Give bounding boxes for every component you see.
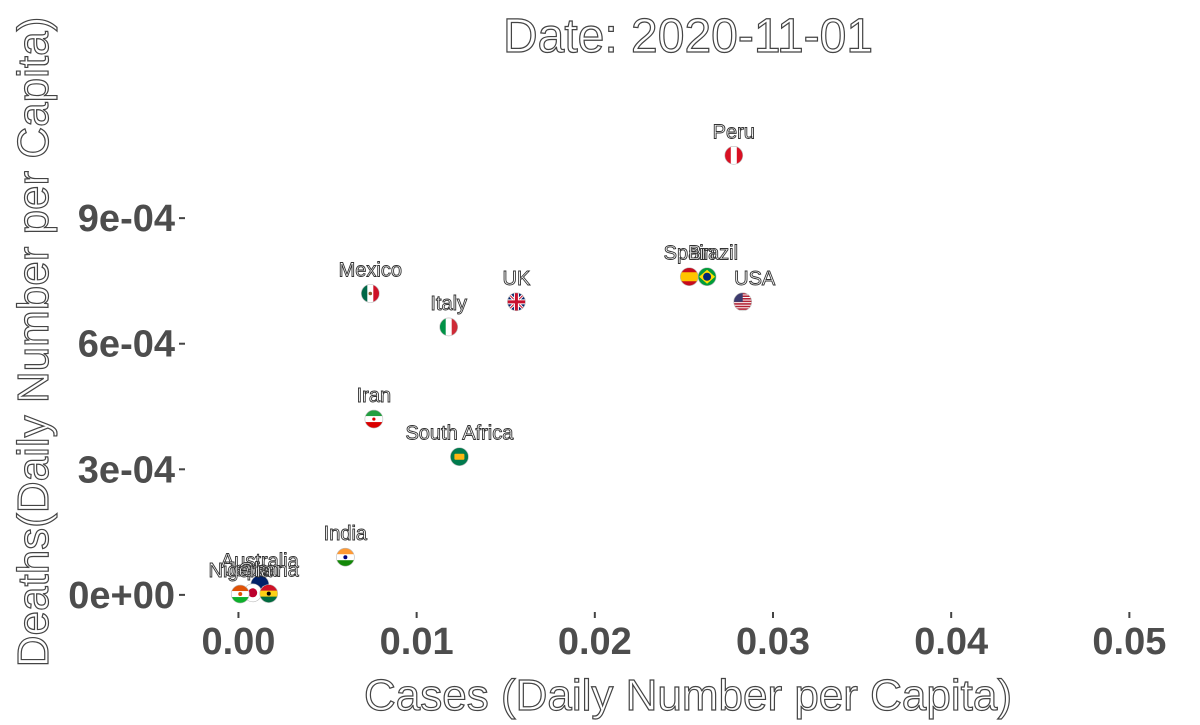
chart-title: Date: 2020-11-01	[503, 10, 873, 63]
y-tick-label: 0e+00	[68, 575, 175, 617]
x-tick-label: 0.01	[380, 621, 454, 663]
y-tick-label: 3e-04	[78, 449, 175, 491]
point-nigeria: Nigeria	[208, 560, 273, 604]
point-label-italy: Italy	[430, 293, 467, 315]
point-label-japan: Japan	[225, 559, 280, 581]
point-mexico: Mexico	[338, 259, 402, 303]
x-axis: 0.00 0.01 0.02 0.03 0.04 0.05	[201, 612, 1166, 663]
point-spain: Spain	[663, 242, 715, 287]
point-label-ghana: Ghana	[239, 560, 300, 582]
x-axis-label: Cases (Daily Number per Capita)	[364, 671, 1012, 720]
point-italy: Italy	[430, 293, 468, 337]
point-iran: Iran	[356, 385, 392, 429]
point-south-africa: South Africa	[405, 422, 515, 467]
x-tick-label: 0.03	[736, 621, 810, 663]
x-tick-label: 0.00	[201, 621, 275, 663]
point-label-mexico: Mexico	[339, 259, 402, 281]
point-brazil: Brazil	[688, 242, 739, 287]
point-india: India	[323, 523, 368, 567]
point-label-south-africa: South Africa	[405, 423, 514, 445]
x-tick-label: 0.02	[558, 621, 632, 663]
y-axis-label: Deaths(Daily Number per Capita)	[9, 17, 58, 667]
point-label-uk: UK	[503, 268, 531, 290]
point-usa: USA	[733, 267, 776, 312]
point-ghana: Ghana	[238, 559, 300, 603]
point-label-australia: Australia	[221, 550, 300, 572]
x-tick-label: 0.04	[914, 621, 988, 663]
point-uk: UK	[502, 267, 531, 312]
point-peru: Peru	[712, 121, 755, 165]
point-label-peru: Peru	[713, 121, 755, 143]
y-tick-label: 6e-04	[78, 324, 175, 366]
x-tick-label: 0.05	[1092, 621, 1166, 663]
point-label-india: India	[324, 523, 368, 545]
point-australia: Australia	[220, 550, 300, 594]
y-tick-label: 9e-04	[78, 198, 175, 240]
y-axis: 0e+00 3e-04 6e-04 9e-04	[68, 198, 185, 617]
point-japan: Japan	[225, 558, 280, 603]
point-label-brazil: Brazil	[688, 243, 738, 265]
point-label-iran: Iran	[357, 385, 391, 407]
point-label-spain: Spain	[664, 243, 715, 265]
point-label-nigeria: Nigeria	[209, 560, 273, 582]
point-label-usa: USA	[734, 268, 776, 290]
